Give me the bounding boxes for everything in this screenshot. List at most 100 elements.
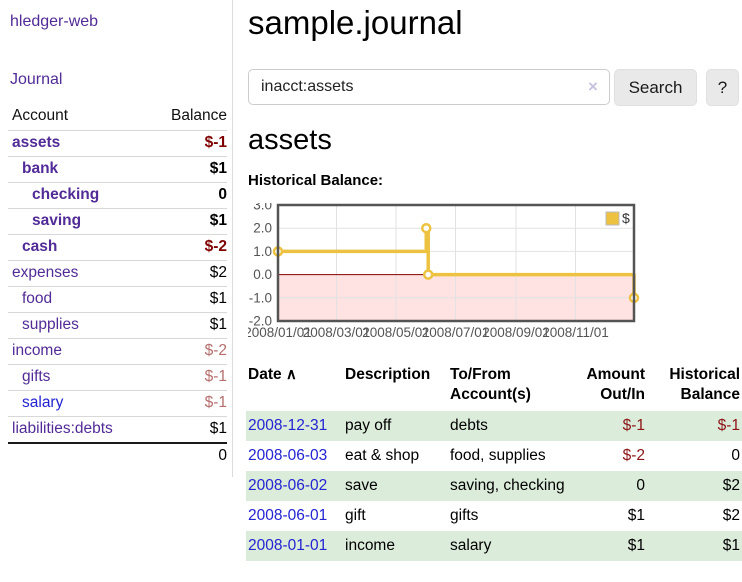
account-link-gifts[interactable]: gifts xyxy=(22,368,51,385)
transaction-date: 2008-01-01 xyxy=(246,531,343,561)
transaction-balance: $-1 xyxy=(647,411,742,441)
account-row: cash $-2 xyxy=(8,234,227,261)
register-row[interactable]: 2008-06-01 gift gifts $1 $2 xyxy=(246,501,742,531)
account-balance: $-1 xyxy=(147,364,227,391)
account-link-assets[interactable]: assets xyxy=(12,134,61,151)
historical-balance-chart[interactable]: $3.0 2.0 1.0 0.0 -1.0 -2.0 2008/01/01 2008/03/0… xyxy=(244,198,742,348)
account-balance: $1 xyxy=(147,208,227,235)
account-balance: $1 xyxy=(147,156,227,183)
date-link[interactable]: 2008-06-01 xyxy=(248,507,328,524)
account-balance: $-1 xyxy=(147,130,227,157)
date-link[interactable]: 2008-06-03 xyxy=(248,447,328,464)
balance-column-header: Balance xyxy=(170,107,227,124)
search-input[interactable] xyxy=(248,69,610,105)
sort-ascending-icon: ∧ xyxy=(285,366,297,383)
svg-text:2008/05/01: 2008/05/01 xyxy=(362,325,430,340)
description-column-header: Description xyxy=(345,366,431,383)
chart-title: Historical Balance: xyxy=(248,172,384,189)
register-row[interactable]: 2008-06-03 eat & shop food, supplies $-2 0 xyxy=(246,441,742,471)
date-link[interactable]: 2008-01-01 xyxy=(248,537,328,554)
svg-text:2008/09/01: 2008/09/01 xyxy=(482,325,550,340)
account-row: income $-2 xyxy=(8,338,227,365)
register-row[interactable]: 2008-12-31 pay off debts $-1 $-1 xyxy=(246,411,742,441)
account-link-salary[interactable]: salary xyxy=(22,394,64,411)
account-row: gifts $-1 xyxy=(8,364,227,391)
account-row: supplies $1 xyxy=(8,312,227,339)
svg-text:$: $ xyxy=(622,210,630,226)
account-row: expenses $2 xyxy=(8,260,227,287)
total-balance: 0 xyxy=(147,442,227,469)
svg-text:3.0: 3.0 xyxy=(253,203,272,213)
account-balance-table: Account Balance assets $-1 bank $1 checking 0… xyxy=(8,103,227,469)
svg-text:-1.0: -1.0 xyxy=(249,290,272,305)
account-row: saving $1 xyxy=(8,208,227,235)
account-row: food $1 xyxy=(8,286,227,313)
search-button[interactable]: Search xyxy=(614,69,697,106)
main-content: sample.journal × Search ? assets Histori… xyxy=(244,0,742,561)
transaction-balance: $2 xyxy=(722,507,740,524)
transaction-amount: $-2 xyxy=(622,447,645,464)
account-link-liabilities-debts[interactable]: liabilities:debts xyxy=(12,420,113,437)
help-button[interactable]: ? xyxy=(706,69,739,106)
account-balance: $-2 xyxy=(147,234,227,261)
transaction-accounts: debts xyxy=(448,411,567,441)
transaction-balance: 0 xyxy=(731,447,740,464)
svg-text:2008/11/01: 2008/11/01 xyxy=(542,325,609,340)
date-column-header[interactable]: Date ∧ xyxy=(248,366,297,383)
account-column-header: Account xyxy=(12,107,69,124)
register-row[interactable]: 2008-06-02 save saving, checking 0 $2 xyxy=(246,471,742,501)
register-table: Date ∧ Description To/From Account(s) Am… xyxy=(246,362,742,561)
transaction-date: 2008-12-31 xyxy=(246,411,343,441)
account-row: salary $-1 xyxy=(8,390,227,417)
svg-text:2008/01/01: 2008/01/01 xyxy=(248,325,312,340)
page-title: sample.journal xyxy=(248,4,463,41)
transaction-amount: $-1 xyxy=(567,411,647,441)
transaction-description: income xyxy=(343,531,448,561)
date-link[interactable]: 2008-12-31 xyxy=(248,417,328,434)
app-title-link[interactable]: hledger-web xyxy=(10,13,99,30)
svg-text:1.0: 1.0 xyxy=(253,244,272,259)
svg-text:2008/07/01: 2008/07/01 xyxy=(422,325,490,340)
sidebar-item-journal[interactable]: Journal xyxy=(10,71,63,88)
account-row: checking 0 xyxy=(8,182,227,209)
account-link-food[interactable]: food xyxy=(22,290,53,307)
account-link-saving[interactable]: saving xyxy=(32,212,82,229)
svg-text:0.0: 0.0 xyxy=(253,267,272,282)
register-header-row: Date ∧ Description To/From Account(s) Am… xyxy=(246,362,742,411)
svg-text:2008/03/01: 2008/03/01 xyxy=(303,325,371,340)
account-link-supplies[interactable]: supplies xyxy=(22,316,79,333)
date-link[interactable]: 2008-06-02 xyxy=(248,477,328,494)
clear-search-icon[interactable]: × xyxy=(588,77,598,96)
transaction-description: eat & shop xyxy=(345,447,420,464)
transaction-description: pay off xyxy=(343,411,448,441)
amount-column-header: Amount Out/In xyxy=(586,366,645,403)
transaction-accounts: gifts xyxy=(450,507,479,524)
account-row: bank $1 xyxy=(8,156,227,183)
transaction-accounts: salary xyxy=(448,531,567,561)
tofrom-column-header: To/From Account(s) xyxy=(450,366,531,403)
account-link-bank[interactable]: bank xyxy=(22,160,59,177)
balance-column-header-main: Historical Balance xyxy=(669,366,740,403)
account-balance: $-2 xyxy=(147,338,227,365)
transaction-date: 2008-06-03 xyxy=(246,441,343,471)
account-link-income[interactable]: income xyxy=(12,342,62,359)
transaction-balance: $1 xyxy=(647,531,742,561)
account-link-cash[interactable]: cash xyxy=(22,238,58,255)
transaction-date: 2008-06-02 xyxy=(246,471,343,501)
account-row: liabilities:debts $1 xyxy=(8,416,227,443)
transaction-amount: $1 xyxy=(567,531,647,561)
transaction-balance: $2 xyxy=(647,471,742,501)
total-row: 0 xyxy=(8,442,227,469)
transaction-date: 2008-06-01 xyxy=(246,501,343,531)
account-link-checking[interactable]: checking xyxy=(32,186,100,203)
account-link-expenses[interactable]: expenses xyxy=(12,264,79,281)
account-balance: 0 xyxy=(147,182,227,209)
account-balance: $1 xyxy=(147,312,227,339)
sidebar: hledger-web Journal Account Balance asse… xyxy=(0,0,233,477)
transaction-accounts: food, supplies xyxy=(450,447,546,464)
account-balance: $1 xyxy=(147,416,227,443)
transaction-amount: $1 xyxy=(627,507,645,524)
search-form: × Search ? xyxy=(248,69,742,106)
svg-text:2.0: 2.0 xyxy=(253,221,272,236)
register-row[interactable]: 2008-01-01 income salary $1 $1 xyxy=(246,531,742,561)
